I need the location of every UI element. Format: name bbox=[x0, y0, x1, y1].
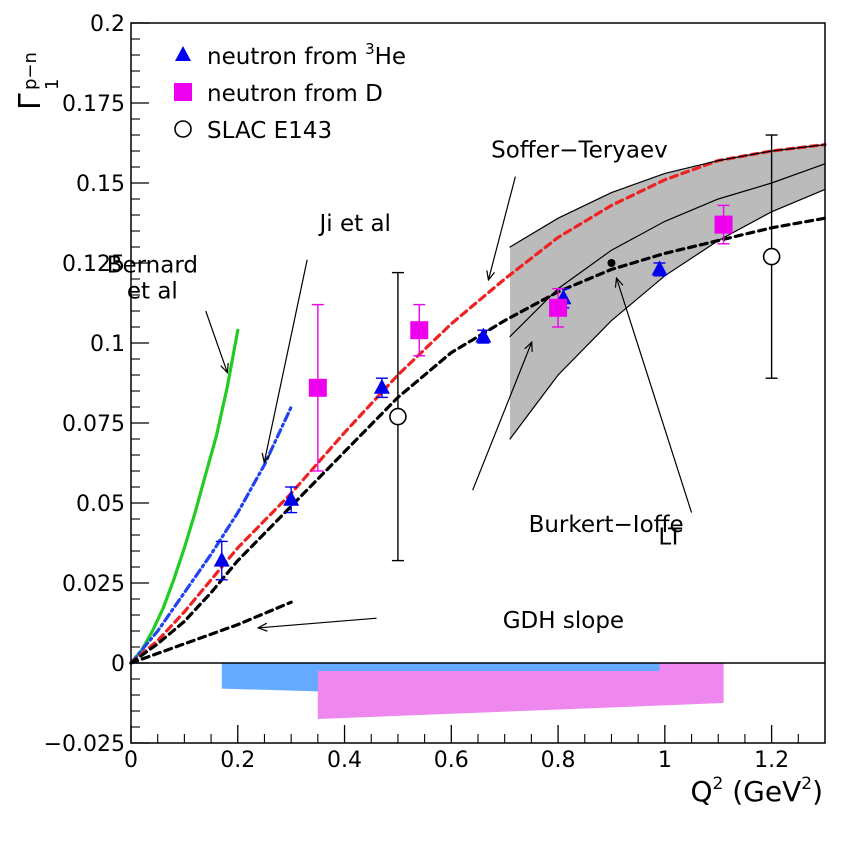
x-tick-label: 1.2 bbox=[754, 748, 789, 773]
point-deut bbox=[410, 321, 429, 340]
legend-label-deut: neutron from D bbox=[207, 81, 383, 107]
x-title-sup: 2 bbox=[713, 774, 724, 794]
x-title-q: Q bbox=[690, 775, 712, 808]
legend-label-he3: neutron from 3He bbox=[207, 40, 406, 70]
point-deut bbox=[714, 215, 733, 234]
annotation-label-bernard: et al bbox=[127, 279, 178, 305]
x-tick-label: 1 bbox=[658, 748, 672, 773]
annotation-arrow-ji bbox=[264, 259, 308, 462]
x-title-unit: (GeV bbox=[723, 775, 801, 808]
legend-marker-he3 bbox=[175, 46, 191, 61]
x-tick-label: 0.6 bbox=[434, 748, 469, 773]
y-tick-label: 0.05 bbox=[76, 492, 125, 517]
point-he3 bbox=[373, 378, 390, 394]
annotation-label-soffer: Soffer−Teryaev bbox=[491, 137, 668, 163]
point-he3 bbox=[283, 490, 300, 506]
point-lt bbox=[607, 259, 616, 267]
x-tick-label: 0.4 bbox=[327, 748, 362, 773]
point-deut bbox=[308, 378, 327, 397]
annotation-arrow-burkert bbox=[472, 343, 532, 491]
legend-text-he3: neutron from bbox=[207, 44, 365, 70]
theory-curves bbox=[129, 143, 827, 665]
point-slac bbox=[762, 247, 781, 266]
point-he3 bbox=[475, 327, 492, 343]
y-tick-label: 0.025 bbox=[62, 572, 125, 597]
legend-text-deut: neutron from D bbox=[207, 81, 383, 107]
curve-gdh bbox=[129, 600, 293, 665]
y-tick-label: 0.075 bbox=[62, 412, 125, 437]
x-axis-title: Q2 (GeV2) bbox=[690, 774, 823, 808]
point-deut bbox=[549, 298, 568, 317]
annotation-arrow-bernard bbox=[205, 310, 227, 372]
legend-text-slac: SLAC E143 bbox=[207, 118, 332, 144]
x-tick-label: 0.8 bbox=[541, 748, 576, 773]
data-points bbox=[213, 134, 781, 581]
annotation-ji: Ji et al bbox=[264, 211, 391, 462]
y-title-sub: 1 bbox=[42, 79, 63, 90]
y-tick-label: 0.2 bbox=[90, 12, 125, 37]
curve-ji bbox=[129, 405, 293, 665]
x-title-unit-sup: 2 bbox=[801, 774, 812, 794]
x-title-unit-close: ) bbox=[812, 775, 823, 808]
legend-marker-deut bbox=[174, 83, 192, 101]
y-tick-label: 0.125 bbox=[62, 252, 125, 277]
legend-text2-he3: He bbox=[375, 44, 406, 70]
annotation-label-bernard: Bernard bbox=[107, 253, 198, 279]
annotation-label-ji: Ji et al bbox=[317, 211, 390, 237]
annotation-label-lt: LT bbox=[658, 525, 683, 551]
x-tick-label: 0 bbox=[124, 748, 138, 773]
systematic-bands bbox=[221, 663, 724, 719]
legend-sup-he3: 3 bbox=[365, 40, 375, 58]
y-title-sup: p−n bbox=[20, 52, 41, 90]
annotation-gdh: GDH slope bbox=[259, 608, 624, 634]
annotation-label-burkert: Burkert−Ioffe bbox=[529, 512, 684, 538]
curve-soffer bbox=[129, 143, 827, 665]
annotation-arrow-soffer bbox=[489, 176, 516, 279]
annotation-soffer: Soffer−Teryaev bbox=[489, 137, 668, 279]
curve-bernard bbox=[129, 328, 240, 665]
curve-burkert bbox=[129, 216, 827, 665]
point-slac bbox=[389, 407, 407, 426]
y-axis-title: Γ 1p−n bbox=[13, 52, 63, 110]
annotation-label-gdh: GDH slope bbox=[503, 608, 624, 634]
y-tick-label: 0.15 bbox=[76, 172, 125, 197]
x-tick-label: 0.2 bbox=[220, 748, 255, 773]
annotation-burkert: Burkert−Ioffe bbox=[472, 343, 684, 538]
y-tick-label: 0.1 bbox=[90, 332, 125, 357]
legend-marker-slac bbox=[174, 120, 192, 138]
axes: −0.02500.0250.050.0750.10.1250.150.1750.… bbox=[44, 12, 799, 773]
legend-label-slac: SLAC E143 bbox=[207, 118, 332, 144]
y-title-gamma: Γ bbox=[13, 93, 48, 110]
point-he3 bbox=[651, 260, 668, 276]
annotation-arrow-lt bbox=[617, 279, 693, 513]
y-tick-label: 0.175 bbox=[62, 92, 125, 117]
y-tick-label: −0.025 bbox=[44, 732, 125, 757]
band-sys-deut bbox=[317, 663, 724, 719]
point-he3 bbox=[213, 551, 230, 567]
annotation-lt: LT bbox=[617, 279, 693, 551]
annotation-arrow-gdh bbox=[259, 617, 377, 628]
legend: neutron from 3He neutron from D SLAC E143 bbox=[174, 40, 406, 144]
axis-titles: Q2 (GeV2)Γ1p−n bbox=[13, 52, 823, 808]
y-tick-label: 0 bbox=[111, 652, 125, 677]
